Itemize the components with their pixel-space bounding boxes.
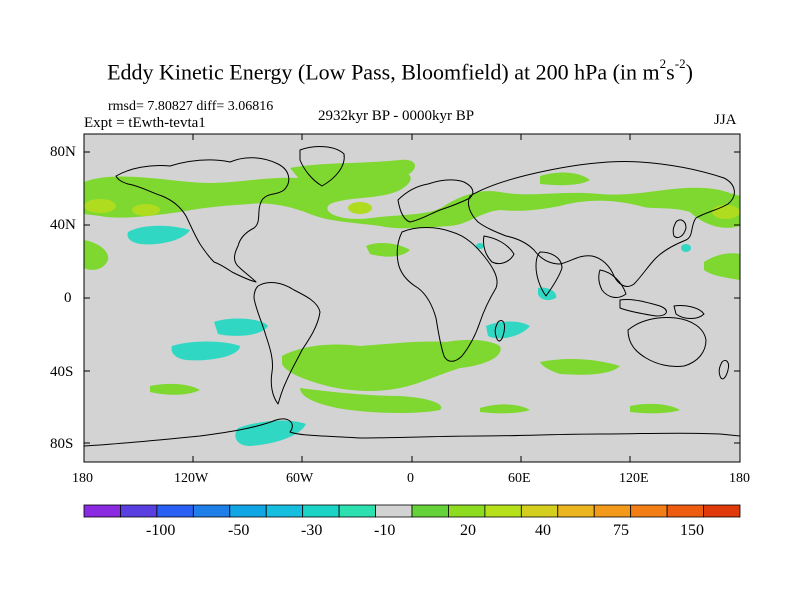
colorbar-swatch (156, 504, 194, 518)
coastline-new-guinea (673, 305, 705, 319)
colorbar-label-neg50: -50 (228, 522, 250, 539)
negative-region (214, 318, 268, 336)
x-label-120e: 120E (619, 471, 649, 486)
positive-region (300, 388, 442, 413)
positive-strong-region (348, 202, 372, 214)
positive-region (480, 404, 530, 414)
coastline-asia (467, 160, 735, 287)
coastline-india (535, 251, 563, 297)
colorbar-swatch (120, 504, 158, 518)
y-label-80n: 80N (50, 144, 76, 160)
coastline-greenland (299, 146, 345, 187)
colorbar-swatch (302, 504, 340, 518)
positive-region (366, 243, 410, 257)
positive-region (150, 383, 200, 395)
positive-region (84, 173, 740, 229)
coastline-south-america (253, 282, 321, 405)
map-frame (83, 133, 741, 463)
coastline-antarctica (83, 418, 741, 447)
colorbar-swatch (265, 504, 304, 518)
y-label-40s: 40S (50, 364, 74, 380)
coastline-europe (397, 179, 474, 223)
x-label-180w: 180 (72, 471, 93, 486)
positive-region (540, 172, 590, 186)
positive-region (290, 159, 415, 184)
positive-region (540, 359, 620, 375)
negative-region (127, 225, 190, 245)
colorbar-swatch (557, 504, 595, 518)
positive-strong-regions (84, 199, 740, 219)
positive-region (630, 403, 680, 414)
colorbar-swatch (520, 504, 559, 518)
coastline-arabia (483, 235, 515, 265)
colorbar-label-neg30: -30 (301, 522, 323, 539)
coastlines (83, 146, 741, 447)
colorbar-swatch (411, 504, 449, 518)
colorbar-swatch (448, 504, 486, 518)
colorbar-label-neg10: -10 (374, 522, 396, 539)
coastline-japan (672, 219, 687, 239)
colorbar-swatch (338, 504, 376, 518)
map-title: Eddy Kinetic Energy (Low Pass, Bloomfiel… (107, 56, 693, 85)
colorbar-swatch (703, 504, 741, 518)
colorbar-swatch (375, 504, 413, 518)
x-label-0: 0 (407, 471, 414, 486)
positive-anomaly-regions (84, 159, 740, 414)
period-label: 2932kyr BP - 0000kyr BP (318, 108, 475, 124)
x-label-60w: 60W (286, 471, 314, 486)
negative-region (171, 341, 240, 361)
colorbar-swatch (484, 504, 522, 518)
y-label-80s: 80S (50, 436, 74, 452)
coastline-indonesia (619, 299, 667, 317)
positive-strong-region (712, 205, 740, 219)
coastline-madagascar (494, 319, 505, 342)
colorbar-swatch (192, 504, 231, 518)
colorbar-swatch (666, 504, 704, 518)
colorbar-swatch (630, 504, 668, 518)
colorbar-label-150: 150 (680, 522, 704, 539)
coastline-southeast-asia (598, 269, 627, 298)
x-label-120w: 120W (174, 471, 209, 486)
x-label-60e: 60E (508, 471, 531, 486)
axis-ticks (84, 134, 740, 462)
positive-region (282, 339, 501, 391)
positive-strong-region (84, 199, 116, 213)
coastline-australia (627, 317, 707, 367)
colorbar-swatch (229, 504, 267, 518)
y-label-40n: 40N (50, 217, 76, 233)
colorbar-swatch (593, 504, 632, 518)
negative-region (486, 321, 530, 339)
x-label-180e: 180 (729, 471, 750, 486)
negative-region (681, 244, 691, 252)
experiment-label: Expt = tEwth-tevta1 (84, 115, 206, 131)
coastline-africa (396, 227, 498, 362)
stats-label: rmsd= 7.80827 diff= 3.06816 (108, 99, 274, 114)
coastline-north-america (115, 157, 290, 283)
colorbar-label-40: 40 (535, 522, 551, 539)
colorbar-label-20: 20 (460, 522, 476, 539)
coastline-new-zealand (718, 359, 729, 380)
y-label-equator: 0 (64, 290, 72, 306)
positive-region (704, 253, 740, 280)
colorbar-label-75: 75 (613, 522, 629, 539)
negative-region (476, 243, 484, 249)
positive-strong-region (132, 204, 160, 216)
positive-region (84, 240, 109, 270)
colorbar-label-neg100: -100 (146, 522, 176, 539)
colorbar-swatch (83, 504, 121, 518)
colorbar (83, 504, 741, 518)
season-label: JJA (714, 112, 737, 128)
